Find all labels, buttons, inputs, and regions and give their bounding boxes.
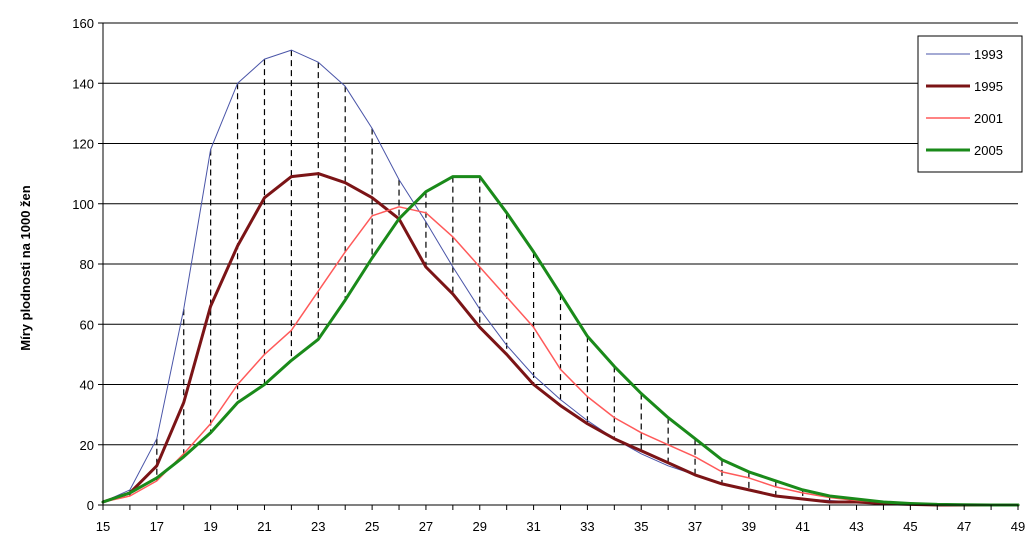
y-tick-label: 100 (72, 197, 94, 212)
x-tick-label: 17 (150, 519, 164, 534)
x-tick-label: 33 (580, 519, 594, 534)
x-tick-label: 23 (311, 519, 325, 534)
x-tick-label: 45 (903, 519, 917, 534)
y-axis-label: Míry plodnosti na 1000 žen (18, 185, 33, 350)
x-tick-label: 29 (473, 519, 487, 534)
y-tick-label: 60 (80, 317, 94, 332)
y-tick-label: 120 (72, 137, 94, 152)
x-tick-label: 21 (257, 519, 271, 534)
x-tick-label: 19 (203, 519, 217, 534)
axes: 0 20 40 60 80 100 120 140 160 15 17 19 21 23 25 27 29 31 3… (72, 16, 1025, 534)
series-line-1995 (101, 172, 1020, 507)
x-tick-label: 31 (526, 519, 540, 534)
legend-label-2005: 2005 (974, 143, 1003, 158)
grid-lines (103, 22, 1018, 506)
x-tick-label: 27 (419, 519, 433, 534)
y-tick-label: 140 (72, 76, 94, 91)
series-line-2005 (101, 175, 1020, 507)
y-tick-label: 0 (87, 498, 94, 513)
y-tick-label: 160 (72, 16, 94, 31)
y-tick-label: 40 (80, 378, 94, 393)
legend-label-1993: 1993 (974, 47, 1003, 62)
legend: 1993 1995 2001 2005 (917, 35, 1023, 173)
x-tick-label: 47 (957, 519, 971, 534)
series-lines (101, 49, 1020, 507)
x-tick-label: 39 (742, 519, 756, 534)
x-tick-label: 43 (849, 519, 863, 534)
x-tick-label: 25 (365, 519, 379, 534)
legend-label-1995: 1995 (974, 79, 1003, 94)
legend-label-2001: 2001 (974, 111, 1003, 126)
x-tick-label: 49 (1011, 519, 1025, 534)
y-tick-label: 80 (80, 257, 94, 272)
x-tick-label: 15 (96, 519, 110, 534)
y-tick-label: 20 (80, 438, 94, 453)
x-tick-label: 41 (795, 519, 809, 534)
legend-box (917, 35, 1023, 173)
series-line-1993 (102, 49, 1019, 506)
x-tick-label: 35 (634, 519, 648, 534)
x-tick-label: 37 (688, 519, 702, 534)
drop-lines (129, 50, 885, 504)
